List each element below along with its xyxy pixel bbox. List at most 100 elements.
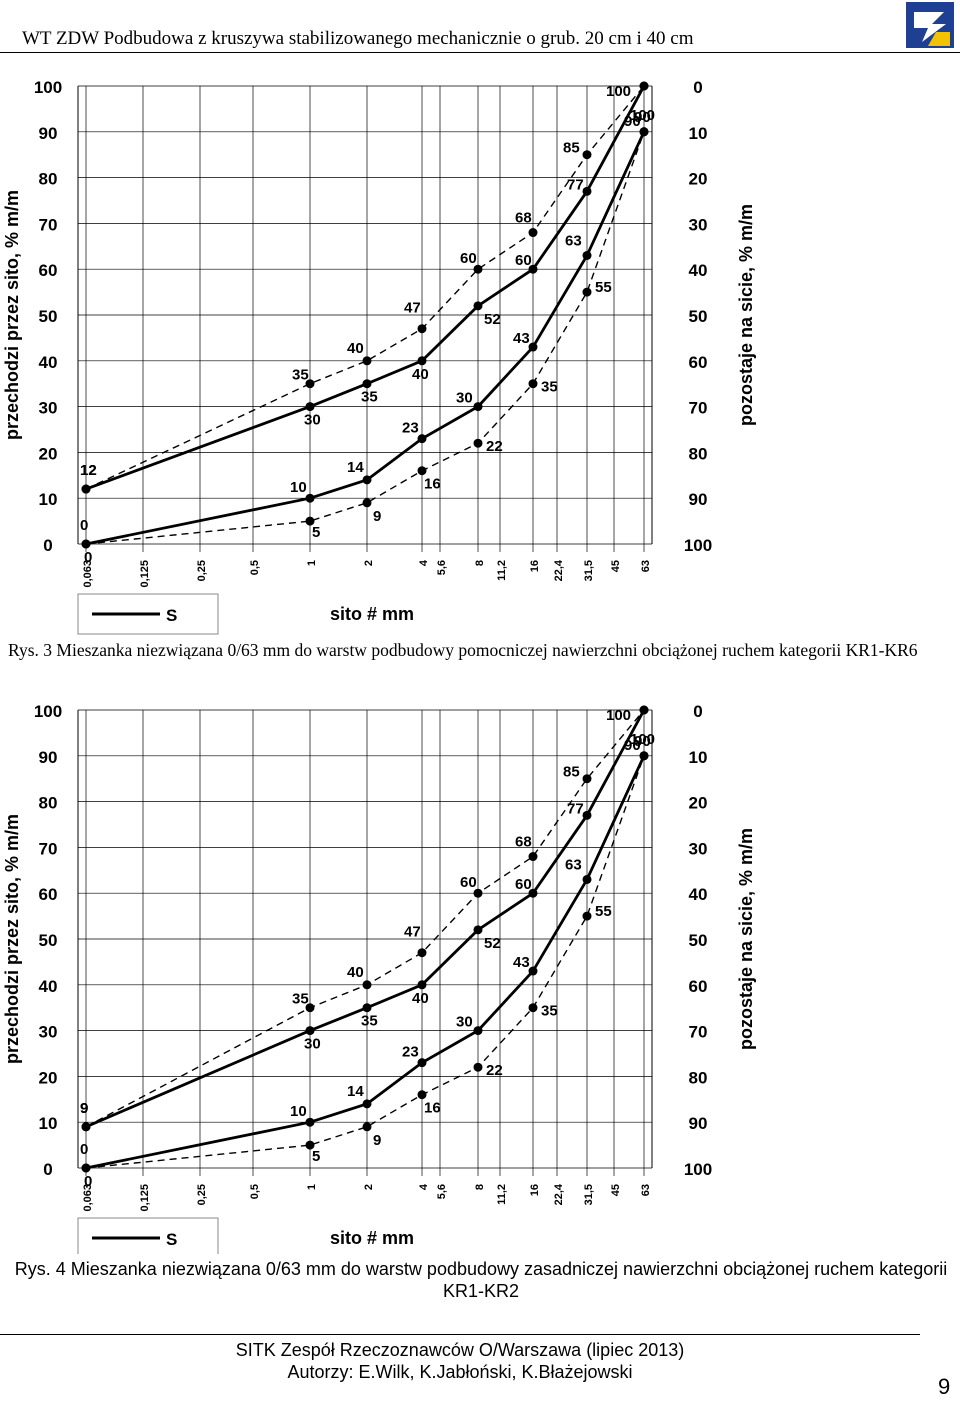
x-tick-label: 45 <box>610 1184 622 1196</box>
data-point <box>582 150 592 160</box>
data-label: 77 <box>567 800 584 817</box>
y2-tick-label: 20 <box>689 794 708 813</box>
caption-3-text: Mieszanka niezwiązana 0/63 mm do warstw … <box>52 640 918 660</box>
y-tick-label: 40 <box>39 977 58 996</box>
y-tick-label: 100 <box>34 78 62 97</box>
data-point <box>639 705 649 715</box>
y2-tick-label: 40 <box>689 261 708 280</box>
data-point <box>473 925 483 935</box>
data-label: 43 <box>513 954 530 971</box>
y2-tick-label: 0 <box>693 702 702 721</box>
y2-tick-label: 60 <box>689 353 708 372</box>
x-tick-label: 8 <box>474 1184 486 1190</box>
footer-authors: Autorzy: E.Wilk, K.Jabłoński, K.Błażejow… <box>287 1362 633 1382</box>
data-label: 90 <box>634 733 651 750</box>
data-point <box>81 539 91 549</box>
data-point <box>639 127 649 137</box>
y-tick-label: 30 <box>39 399 58 418</box>
y2-tick-label: 30 <box>689 839 708 858</box>
figure-caption-4: Rys. 4 Mieszanka niezwiązana 0/63 mm do … <box>14 1259 948 1301</box>
data-label: 85 <box>563 140 580 157</box>
data-label: 60 <box>515 876 532 893</box>
page-header-title: WT ZDW Podbudowa z kruszywa stabilizowan… <box>22 28 694 49</box>
x-tick-label: 22,4 <box>553 1183 565 1205</box>
x-tick-label: 8 <box>474 560 486 566</box>
y-tick-label: 70 <box>39 215 58 234</box>
y2-tick-label: 20 <box>689 170 708 189</box>
data-label: 47 <box>404 300 421 317</box>
data-label: 47 <box>404 924 421 941</box>
x-tick-label: 63 <box>640 560 652 572</box>
x-tick-label: 22,4 <box>553 559 565 581</box>
data-point <box>305 1003 315 1013</box>
data-point <box>417 324 427 334</box>
data-label: 12 <box>80 462 97 479</box>
y2-tick-label: 50 <box>689 307 708 326</box>
y2-tick-label: 10 <box>689 748 708 767</box>
y-tick-label: 20 <box>39 444 58 463</box>
data-label: 30 <box>304 412 321 429</box>
y-tick-label: 90 <box>39 748 58 767</box>
caption-3-label: Rys. 3 <box>8 640 53 660</box>
data-label: 52 <box>484 935 501 952</box>
data-label: 0 <box>80 517 88 534</box>
y2-tick-label: 40 <box>689 885 708 904</box>
data-point <box>305 1117 315 1127</box>
data-label: 100 <box>630 731 655 748</box>
x-tick-label: 16 <box>529 1184 541 1196</box>
x-tick-label: 4 <box>418 559 430 566</box>
data-point <box>582 874 592 884</box>
data-label: 9 <box>373 1132 381 1149</box>
data-label: 10 <box>290 1103 307 1120</box>
y-tick-label: 90 <box>39 124 58 143</box>
y2-tick-label: 50 <box>689 931 708 950</box>
data-label: 23 <box>402 420 419 437</box>
data-label: 40 <box>412 366 429 383</box>
data-point <box>305 493 315 503</box>
data-label: 14 <box>347 1083 364 1100</box>
x-tick-label: 31,5 <box>583 560 595 581</box>
data-label: 100 <box>606 83 631 100</box>
data-point <box>362 980 372 990</box>
x-tick-label: 0,063 <box>82 560 94 588</box>
x-tick-label: 0,5 <box>249 560 261 575</box>
y-tick-label: 100 <box>34 702 62 721</box>
y-tick-label: 40 <box>39 353 58 372</box>
y-tick-label: 30 <box>39 1023 58 1042</box>
series-line-upper-solid <box>85 709 646 1129</box>
data-label: 35 <box>292 991 309 1008</box>
data-label: 0 <box>84 1173 92 1190</box>
series-line-upper-solid <box>85 85 646 491</box>
data-label: 12 <box>80 462 97 479</box>
data-label: 60 <box>460 250 477 267</box>
x-tick-label: 63 <box>640 1184 652 1196</box>
data-point <box>305 1140 315 1150</box>
data-point <box>582 810 592 820</box>
data-point <box>362 356 372 366</box>
data-point <box>362 1122 372 1132</box>
data-label: 23 <box>402 1044 419 1061</box>
y-tick-label: 50 <box>39 307 58 326</box>
y-tick-label: 80 <box>39 170 58 189</box>
data-label: 60 <box>460 874 477 891</box>
data-point <box>473 264 483 274</box>
data-point <box>528 379 538 389</box>
y-tick-label: 10 <box>39 490 58 509</box>
y2-tick-label: 100 <box>684 536 712 555</box>
x-tick-label: 4 <box>418 1183 430 1190</box>
data-label: 90 <box>624 113 641 130</box>
data-label: 100 <box>630 107 655 124</box>
x-tick-label: 5,6 <box>436 560 448 575</box>
x-axis-title: sito # mm <box>330 604 414 624</box>
y2-axis-title: pozostaje na sicie, % m/m <box>736 828 756 1050</box>
data-label: 52 <box>484 311 501 328</box>
y2-tick-label: 80 <box>689 1068 708 1087</box>
data-label: 14 <box>347 459 364 476</box>
data-label: 5 <box>312 524 320 541</box>
data-point <box>362 1099 372 1109</box>
data-label: 55 <box>595 903 612 920</box>
data-label: 30 <box>456 1014 473 1031</box>
logo-icon <box>906 2 954 48</box>
series-line-upper-dashed <box>85 709 645 1128</box>
data-point <box>473 1062 483 1072</box>
